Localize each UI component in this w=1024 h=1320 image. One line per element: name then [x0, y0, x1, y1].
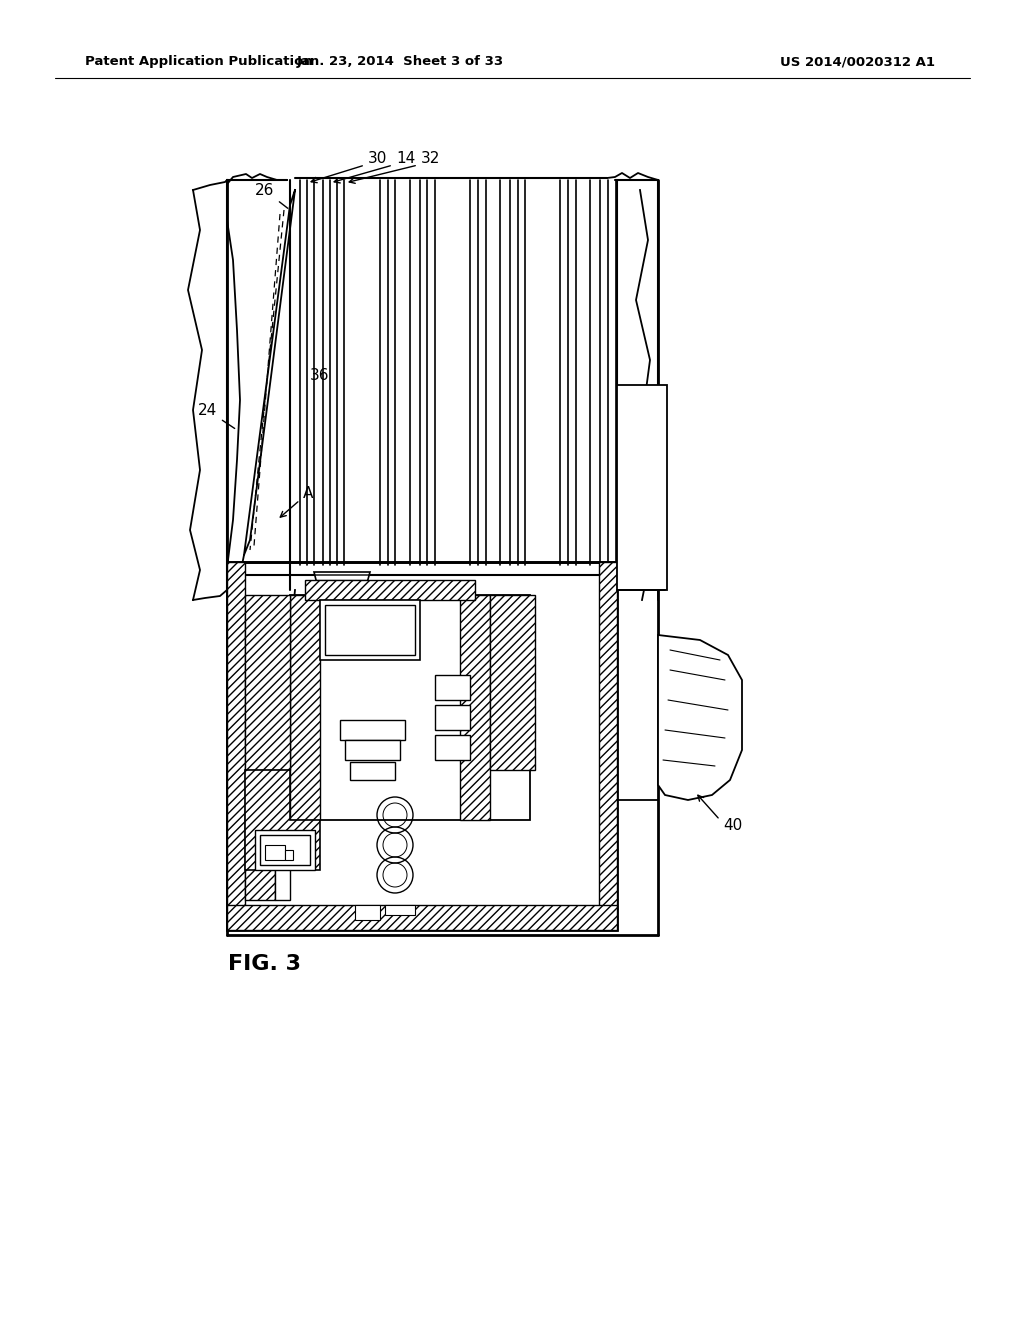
Polygon shape: [314, 572, 370, 627]
Text: FIG. 3: FIG. 3: [228, 954, 301, 974]
Bar: [435, 735, 470, 760]
Bar: [285, 850, 293, 861]
Bar: [435, 705, 470, 730]
Text: US 2014/0020312 A1: US 2014/0020312 A1: [780, 55, 935, 69]
Bar: [319, 601, 420, 660]
Bar: [435, 675, 470, 700]
Bar: [305, 579, 475, 601]
Bar: [245, 595, 290, 770]
Polygon shape: [245, 770, 319, 870]
Bar: [290, 595, 530, 820]
Bar: [599, 562, 617, 931]
Bar: [460, 595, 490, 820]
Bar: [275, 810, 290, 900]
Bar: [265, 845, 285, 861]
Text: Patent Application Publication: Patent Application Publication: [85, 55, 312, 69]
Text: Jan. 23, 2014  Sheet 3 of 33: Jan. 23, 2014 Sheet 3 of 33: [296, 55, 504, 69]
Bar: [245, 810, 275, 900]
Bar: [227, 562, 245, 931]
Text: 24: 24: [198, 403, 234, 429]
Polygon shape: [658, 635, 742, 800]
Text: 26: 26: [255, 183, 288, 209]
Bar: [490, 595, 535, 770]
Text: 40: 40: [723, 818, 742, 833]
Bar: [227, 562, 617, 931]
Bar: [345, 741, 400, 760]
Text: 30: 30: [368, 150, 387, 166]
Text: A: A: [303, 486, 313, 502]
Bar: [617, 385, 667, 590]
Bar: [350, 762, 395, 780]
Bar: [227, 906, 617, 931]
Text: 14: 14: [396, 150, 416, 166]
Bar: [325, 605, 415, 655]
Text: 32: 32: [421, 150, 440, 166]
Bar: [255, 830, 315, 870]
Bar: [385, 906, 415, 915]
Bar: [340, 719, 406, 741]
Bar: [290, 595, 319, 820]
Bar: [355, 906, 380, 920]
Bar: [260, 836, 310, 865]
Text: 36: 36: [310, 368, 330, 383]
